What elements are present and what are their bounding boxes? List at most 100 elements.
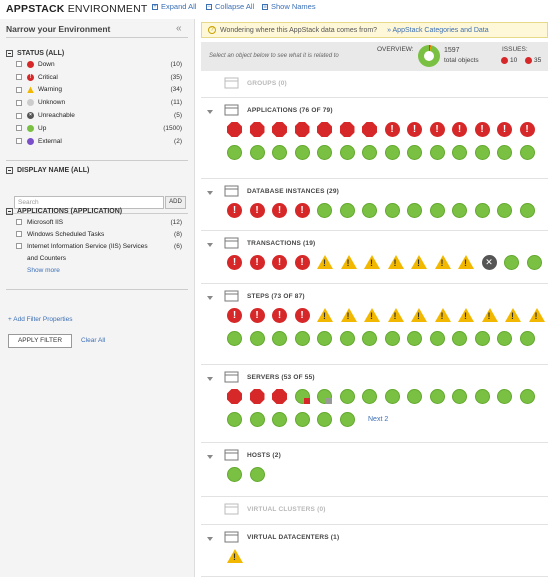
up-status-icon[interactable] <box>294 145 310 160</box>
status-filter-down[interactable]: Down (10) <box>6 58 188 71</box>
up-status-icon[interactable] <box>384 145 400 160</box>
down-status-icon[interactable] <box>317 122 332 137</box>
expand-arrow-icon[interactable] <box>207 110 213 114</box>
up-status-icon[interactable] <box>429 203 445 218</box>
up-status-icon[interactable] <box>497 331 512 346</box>
overview-donut-chart[interactable] <box>418 45 440 67</box>
unreachable-status-icon[interactable] <box>481 255 497 270</box>
up-status-icon[interactable] <box>362 203 377 218</box>
warning-status-icon[interactable] <box>340 255 357 269</box>
expand-arrow-icon[interactable] <box>207 455 213 459</box>
down-status-icon[interactable] <box>249 389 265 404</box>
warning-status-icon[interactable] <box>340 308 357 322</box>
expand-arrow-icon[interactable] <box>207 377 213 381</box>
up-status-icon[interactable] <box>504 255 519 270</box>
up-status-icon[interactable] <box>362 331 377 346</box>
warning-status-icon[interactable] <box>458 308 474 322</box>
checkbox[interactable] <box>16 112 22 119</box>
checkbox[interactable] <box>16 125 22 132</box>
up-status-icon[interactable] <box>452 203 467 218</box>
up-status-icon[interactable] <box>519 389 535 404</box>
up-status-icon[interactable] <box>227 412 242 427</box>
search-input[interactable]: Search <box>14 196 164 209</box>
checkbox[interactable] <box>16 99 22 106</box>
warning-status-icon[interactable] <box>434 255 451 269</box>
category-title[interactable]: SERVERS (53 OF 55) <box>247 374 315 381</box>
critical-status-icon[interactable] <box>272 255 287 270</box>
critical-status-icon[interactable] <box>474 122 490 137</box>
expand-arrow-icon[interactable] <box>207 537 213 541</box>
expand-arrow-icon[interactable] <box>207 243 213 247</box>
collapse-all-link[interactable]: − Collapse All <box>206 2 255 11</box>
up-status-icon[interactable] <box>429 145 445 160</box>
critical-status-icon[interactable] <box>294 203 310 218</box>
down-status-icon[interactable] <box>227 122 242 137</box>
add-filter-properties-link[interactable]: + Add Filter Properties <box>8 316 73 323</box>
applications-section-title[interactable]: APPLICATIONS (APPLICATION) <box>6 206 188 216</box>
up-status-icon[interactable] <box>452 389 467 404</box>
status-filter-unknown[interactable]: Unknown (11) <box>6 96 188 109</box>
down-status-icon[interactable] <box>362 122 377 137</box>
checkbox[interactable] <box>16 74 22 81</box>
app-filter-item[interactable]: Windows Scheduled Tasks (8) <box>6 228 188 240</box>
warning-status-icon[interactable] <box>227 549 243 563</box>
category-title[interactable]: HOSTS (2) <box>247 452 281 459</box>
up-status-icon[interactable] <box>317 331 332 346</box>
checkbox[interactable] <box>16 86 22 93</box>
up-status-icon[interactable] <box>407 203 422 218</box>
critical-issue-count[interactable]: 35 <box>525 57 541 64</box>
up-status-icon[interactable] <box>474 203 490 218</box>
up-status-icon[interactable] <box>452 145 467 160</box>
show-more-link[interactable]: Show more <box>27 266 60 274</box>
up-status-icon[interactable] <box>339 412 355 427</box>
up-status-icon[interactable] <box>272 331 287 346</box>
critical-status-icon[interactable] <box>497 122 512 137</box>
up-status-icon[interactable] <box>407 389 422 404</box>
down-status-icon[interactable] <box>227 389 242 404</box>
down-status-icon[interactable] <box>272 389 287 404</box>
checkbox[interactable] <box>16 219 22 225</box>
down-status-icon[interactable] <box>249 122 265 137</box>
expand-all-link[interactable]: + Expand All <box>152 2 197 11</box>
up-status-icon[interactable] <box>519 331 535 346</box>
up-status-icon[interactable] <box>384 331 400 346</box>
critical-status-icon[interactable] <box>249 255 265 270</box>
status-filter-critical[interactable]: ! Critical (35) <box>6 71 188 84</box>
up-status-icon[interactable] <box>384 389 400 404</box>
up-status-icon[interactable] <box>339 203 355 218</box>
up-status-icon[interactable] <box>317 203 332 218</box>
status-filter-unreachable[interactable]: × Unreachable (5) <box>6 109 188 122</box>
status-section-title[interactable]: STATUS (ALL) <box>6 48 188 58</box>
checkbox[interactable] <box>16 243 22 249</box>
warning-status-icon[interactable] <box>411 255 427 269</box>
up-status-icon[interactable] <box>227 145 242 160</box>
up-status-icon[interactable] <box>497 389 512 404</box>
critical-status-icon[interactable] <box>272 203 287 218</box>
critical-status-icon[interactable] <box>429 122 445 137</box>
up-status-icon[interactable] <box>249 467 265 482</box>
down-issue-count[interactable]: 10 <box>501 57 517 64</box>
warning-status-icon[interactable] <box>505 308 521 322</box>
up-status-icon[interactable] <box>519 145 535 160</box>
warning-status-icon[interactable] <box>317 255 333 269</box>
warning-status-icon[interactable] <box>387 255 404 269</box>
warning-status-icon[interactable] <box>458 255 474 269</box>
warning-status-icon[interactable] <box>364 255 380 269</box>
down-status-icon[interactable] <box>272 122 287 137</box>
status-filter-external[interactable]: External (2) <box>6 135 188 148</box>
up-status-icon[interactable] <box>519 203 535 218</box>
up-status-icon[interactable] <box>227 331 242 346</box>
up-status-icon[interactable] <box>474 389 490 404</box>
up-status-icon[interactable] <box>497 203 512 218</box>
down-status-icon[interactable] <box>339 122 355 137</box>
warning-status-icon[interactable] <box>364 308 380 322</box>
up-status-icon[interactable] <box>429 389 445 404</box>
category-title[interactable]: VIRTUAL CLUSTERS (0) <box>247 506 326 513</box>
up-status-icon[interactable] <box>249 145 265 160</box>
checkbox[interactable] <box>16 138 22 145</box>
up-status-icon[interactable] <box>407 331 422 346</box>
warning-status-icon[interactable] <box>387 308 404 322</box>
warning-status-icon[interactable] <box>434 308 451 322</box>
up-status-icon[interactable] <box>272 412 287 427</box>
critical-status-icon[interactable] <box>227 255 242 270</box>
